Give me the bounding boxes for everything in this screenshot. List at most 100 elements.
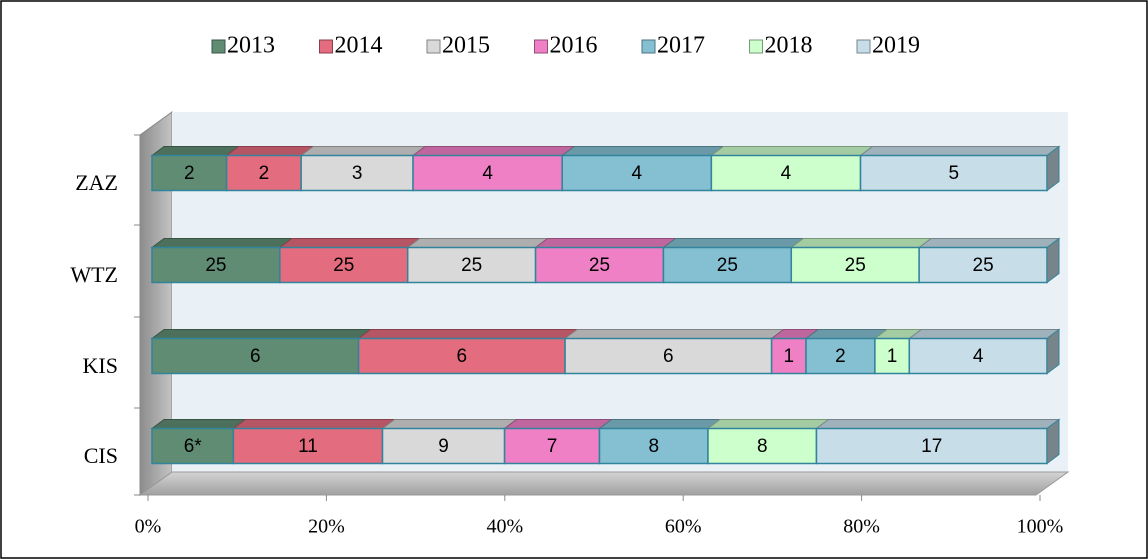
bar — [710, 154, 862, 192]
bar — [790, 246, 920, 284]
data-label: 25 — [333, 255, 354, 276]
data-label: 11 — [298, 436, 318, 457]
bar-top — [804, 329, 889, 339]
data-label: 6 — [250, 346, 261, 367]
bar — [406, 246, 537, 284]
bar — [707, 427, 818, 465]
data-label: 25 — [589, 255, 610, 276]
data-label: 1 — [887, 346, 898, 367]
y-tick-label: ZAZ — [75, 170, 118, 195]
bar-top — [534, 238, 677, 248]
bar-top — [709, 146, 875, 156]
legend-swatch — [211, 39, 226, 54]
bar-top — [503, 419, 613, 429]
data-label: 8 — [757, 436, 768, 457]
bar-top — [150, 146, 241, 156]
bar-end — [1046, 328, 1060, 375]
bar — [151, 427, 235, 465]
data-label: 6 — [457, 346, 468, 367]
data-label: 1 — [784, 346, 795, 367]
bar — [770, 337, 807, 375]
legend-label: 2015 — [442, 33, 490, 59]
data-label: 25 — [717, 255, 738, 276]
data-label: 4 — [973, 346, 984, 367]
legend-label: 2017 — [657, 33, 705, 59]
legend-swatch — [641, 39, 656, 54]
bar — [357, 337, 566, 375]
legend-swatch — [534, 39, 548, 54]
bar-top — [560, 146, 725, 156]
bar-top — [859, 146, 1061, 156]
data-label: 4 — [781, 163, 792, 184]
legend-label: 2018 — [765, 33, 813, 59]
data-label: 25 — [205, 255, 226, 276]
bar — [412, 154, 563, 192]
bar — [225, 154, 302, 192]
data-label: 25 — [845, 255, 866, 276]
bar — [534, 246, 665, 284]
data-label: 9 — [438, 436, 449, 457]
legend-swatch — [426, 39, 441, 54]
data-label: 8 — [648, 436, 659, 457]
bar — [279, 246, 409, 284]
y-tick-label: CIS — [84, 443, 118, 468]
bar-top — [706, 419, 830, 429]
x-tick-label: 100% — [1017, 516, 1064, 538]
bar-top — [225, 146, 315, 156]
data-label: 6* — [184, 436, 203, 457]
bar-top — [598, 419, 722, 429]
legend-label: 2014 — [335, 33, 383, 59]
bar-top — [917, 238, 1061, 248]
bar-top — [563, 329, 786, 339]
x-tick-label: 60% — [665, 516, 702, 538]
bar-end — [1046, 418, 1060, 465]
bar-top — [661, 238, 805, 248]
bar-top — [406, 238, 550, 248]
bar-top — [231, 419, 397, 429]
bar — [918, 246, 1048, 284]
data-label: 2 — [835, 346, 846, 367]
x-tick-label: 80% — [843, 516, 880, 538]
bar-end — [1046, 145, 1060, 192]
data-label: 2 — [259, 163, 270, 184]
bar-top — [150, 329, 373, 339]
data-label: 2 — [184, 163, 195, 184]
legend-swatch — [856, 39, 871, 54]
bar — [908, 337, 1048, 375]
data-label: 6 — [663, 346, 674, 367]
data-label: 7 — [547, 436, 558, 457]
floor — [138, 471, 1070, 496]
legend-swatch — [749, 39, 763, 54]
data-label: 17 — [921, 436, 942, 457]
bar — [561, 154, 713, 192]
bar — [151, 154, 228, 192]
bar-top — [789, 238, 933, 248]
bar-top — [357, 329, 579, 339]
bar-end — [1046, 237, 1060, 284]
bar — [151, 246, 281, 284]
data-label: 5 — [948, 163, 959, 184]
y-tick-label: KIS — [83, 353, 118, 378]
y-tick-label: WTZ — [70, 262, 118, 287]
data-label: 4 — [632, 163, 643, 184]
bar-top — [381, 419, 519, 429]
legend-label: 2016 — [550, 33, 598, 59]
bar — [859, 154, 1048, 192]
x-tick-label: 0% — [135, 516, 162, 538]
data-label: 25 — [973, 255, 994, 276]
x-tick-label: 20% — [308, 516, 345, 538]
bar-top — [411, 146, 576, 156]
data-label: 25 — [461, 255, 482, 276]
bar — [300, 154, 414, 192]
data-label: 4 — [482, 163, 493, 184]
legend-label: 2019 — [872, 33, 920, 59]
bar — [151, 337, 360, 375]
bar — [503, 427, 601, 465]
bar — [662, 246, 793, 284]
bar-top — [278, 238, 422, 248]
bar-top — [299, 146, 427, 156]
bar-top — [150, 238, 294, 248]
legend-label: 2013 — [227, 33, 275, 59]
bar — [805, 337, 876, 375]
